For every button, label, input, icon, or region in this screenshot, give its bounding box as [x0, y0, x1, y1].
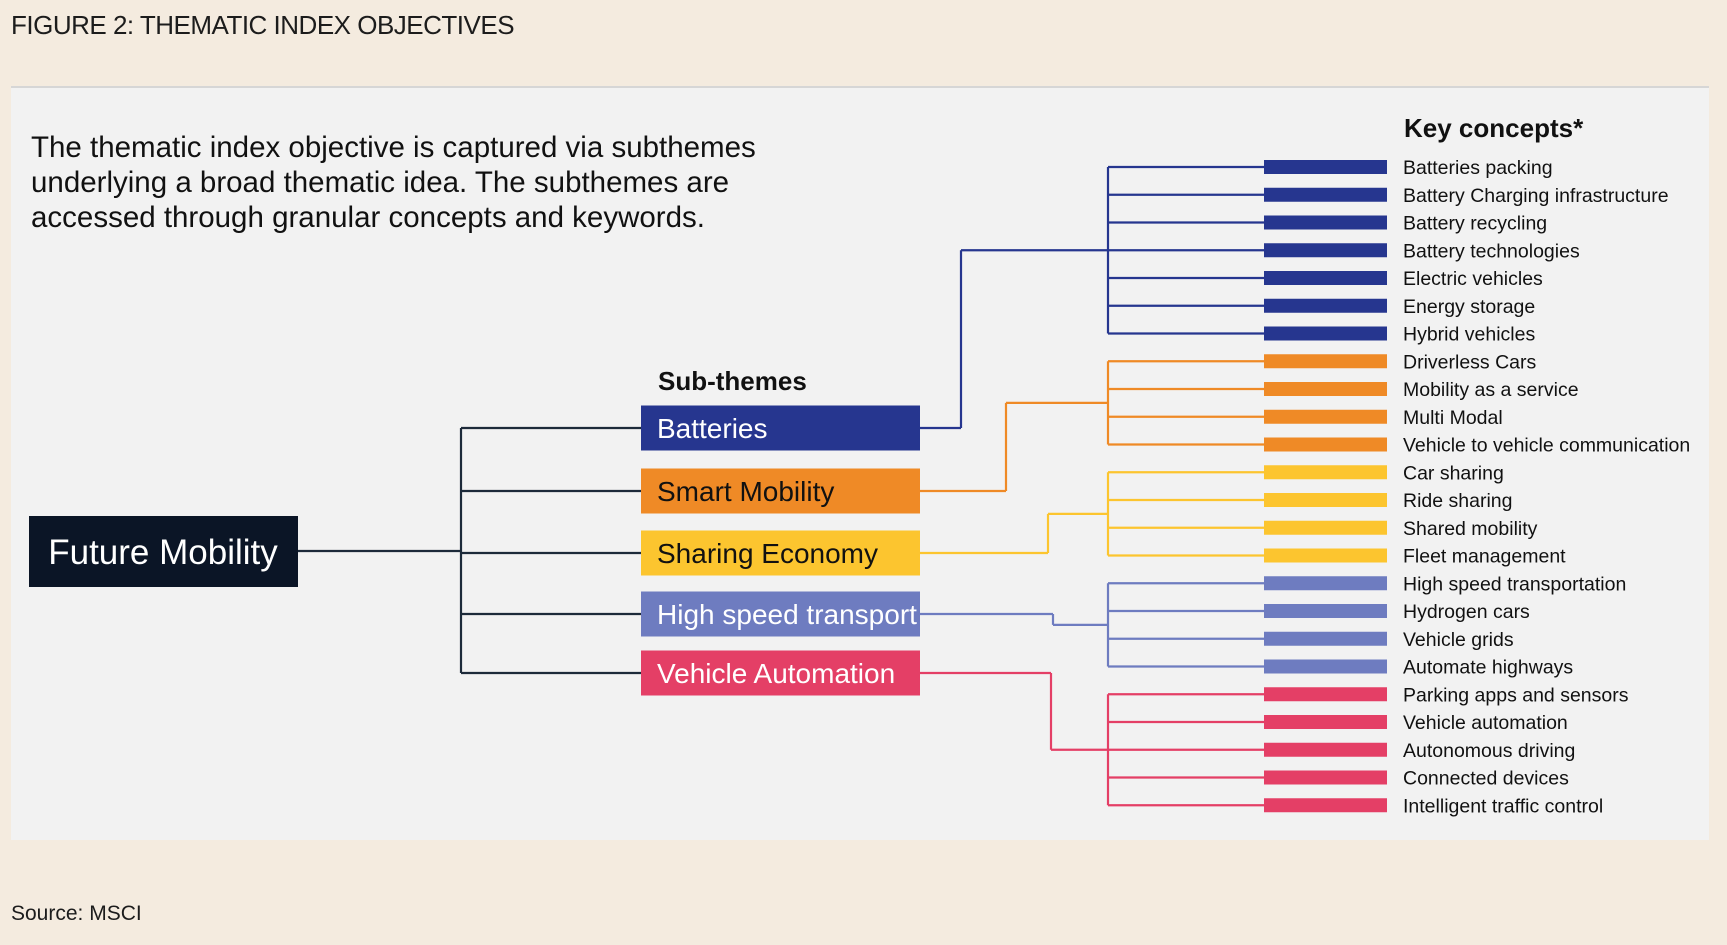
concept-label: Hybrid vehicles [1403, 324, 1535, 346]
key-concepts-header: Key concepts* [1404, 113, 1584, 143]
concept-bar [1264, 187, 1387, 202]
concept-bar [1264, 742, 1387, 757]
intro-line-1: The thematic index objective is captured… [31, 131, 756, 164]
concept-bar [1264, 465, 1387, 480]
diagram-panel [11, 88, 1709, 840]
concept-bar [1264, 271, 1387, 285]
concept-label: Energy storage [1403, 296, 1535, 318]
concept-label: Mobility as a service [1403, 379, 1579, 401]
concept-label: Vehicle to vehicle communication [1403, 435, 1690, 457]
concept-bar [1264, 437, 1387, 452]
concept-bar [1264, 798, 1387, 813]
concept-bar [1264, 770, 1387, 785]
concept-bar [1264, 243, 1387, 258]
intro-line-2: underlying a broad thematic idea. The su… [31, 166, 729, 199]
figure-title: FIGURE 2: THEMATIC INDEX OBJECTIVES [11, 10, 515, 40]
subtheme-label-2: Smart Mobility [657, 476, 834, 507]
concept-label: Hydrogen cars [1403, 601, 1530, 623]
concept-label: Fleet management [1403, 546, 1566, 568]
subtheme-label-5: Vehicle Automation [657, 658, 895, 689]
concept-bar [1264, 687, 1387, 702]
concept-bar [1264, 354, 1387, 369]
subtheme-box-1 [641, 405, 920, 451]
concept-label: Intelligent traffic control [1403, 795, 1603, 817]
concept-bar [1264, 298, 1387, 313]
concept-label: Car sharing [1403, 462, 1504, 484]
root-label: Future Mobility [48, 533, 278, 572]
subtheme-box-4 [641, 591, 920, 637]
concept-bar [1264, 493, 1387, 507]
concept-label: Connected devices [1403, 768, 1569, 790]
concept-bar [1264, 715, 1387, 729]
concept-label: Batteries packing [1403, 157, 1553, 179]
concept-label: Vehicle grids [1403, 629, 1514, 651]
title-divider [11, 86, 1709, 88]
concept-label: Battery Charging infrastructure [1403, 185, 1669, 207]
subtheme-box-3 [641, 530, 920, 576]
concept-label: Battery recycling [1403, 213, 1547, 235]
source-note: Source: MSCI [11, 902, 142, 925]
subtheme-label-3: Sharing Economy [657, 538, 878, 569]
concept-label: Ride sharing [1403, 490, 1512, 512]
concept-label: High speed transportation [1403, 573, 1626, 595]
concept-label: Driverless Cars [1403, 351, 1537, 373]
concept-label: Autonomous driving [1403, 740, 1575, 762]
concept-label: Multi Modal [1403, 407, 1503, 429]
concept-bar [1264, 659, 1387, 674]
concept-label: Shared mobility [1403, 518, 1538, 540]
subtheme-label-1: Batteries [657, 413, 768, 444]
concept-bar [1264, 160, 1387, 174]
concept-label: Vehicle automation [1403, 712, 1568, 734]
subtheme-box-2 [641, 468, 920, 514]
concept-label: Electric vehicles [1403, 268, 1543, 290]
root-node [29, 516, 298, 587]
key-concept-nodes: Batteries packing Battery Charging infras… [1264, 157, 1690, 817]
concept-bar [1264, 326, 1387, 341]
intro-line-3: accessed through granular concepts and k… [31, 201, 705, 234]
concept-bar [1264, 548, 1387, 563]
subtheme-nodes: Batteries Smart Mobility Sharing Economy Hi… [641, 405, 920, 696]
subtheme-box-5 [641, 650, 920, 696]
subtheme-label-4: High speed transport [657, 599, 917, 630]
connector-lines [298, 165, 1264, 807]
concept-bar [1264, 604, 1387, 618]
concept-bar [1264, 520, 1387, 535]
concept-bar [1264, 409, 1387, 424]
concept-bar [1264, 576, 1387, 591]
concept-label: Battery technologies [1403, 240, 1580, 262]
concept-bar [1264, 631, 1387, 646]
concept-label: Automate highways [1403, 657, 1573, 679]
concept-label: Parking apps and sensors [1403, 684, 1629, 706]
concept-bar [1264, 215, 1387, 230]
subthemes-header: Sub-themes [658, 366, 807, 396]
concept-bar [1264, 382, 1387, 396]
